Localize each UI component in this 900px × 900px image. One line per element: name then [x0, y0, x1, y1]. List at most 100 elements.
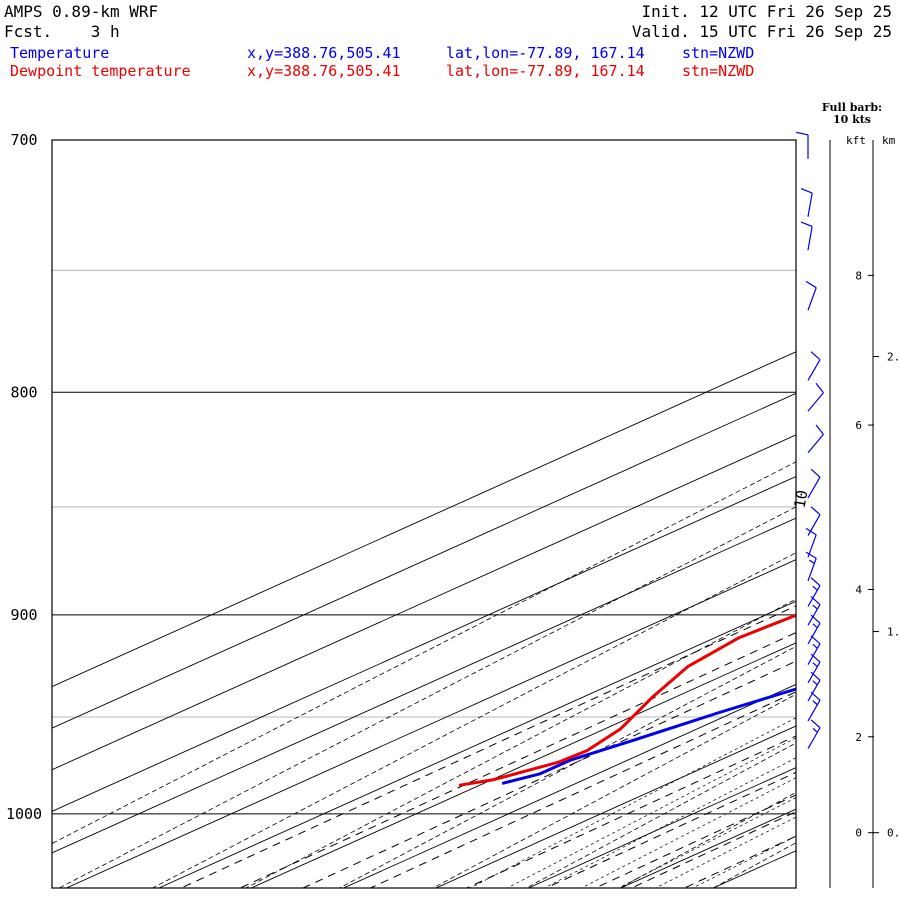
wind-barb-flag-18-0	[810, 719, 821, 729]
isotherm--110	[52, 351, 796, 688]
pressure-tick-label-3: 1000	[6, 805, 42, 823]
moist-adiabat-2	[543, 757, 796, 888]
dry-adiabat-200	[52, 461, 796, 844]
dry-adiabat-210	[58, 506, 796, 888]
dry-adiabat-250	[432, 693, 796, 888]
wind-barb-11	[807, 577, 821, 607]
wind-barb-staff-12	[807, 604, 821, 626]
wind-barb-flag-8-0	[810, 506, 821, 516]
isotherm--30	[343, 683, 796, 888]
wind-barb-flag-9-0	[805, 527, 817, 536]
wind-barb-flag-10-0	[805, 551, 817, 559]
wind-barb-flag-15-0	[810, 653, 821, 663]
kft-tick-label-4: 8	[855, 269, 862, 282]
wind-barb-flag-18-1	[812, 727, 818, 733]
wind-barb-flag-13-0	[810, 614, 821, 624]
legend-temperature-xy: x,y=388.76,505.41	[247, 44, 401, 62]
wind-barb-staff-16	[807, 679, 821, 702]
legend-dewpoint-latlon: lat,lon=-77.89, 167.14	[446, 62, 645, 80]
mixing-ratio-line-1	[239, 632, 796, 888]
wind-barb-flag-4-0	[810, 351, 821, 361]
wind-barb-staff-13	[807, 622, 821, 645]
wind-barb-staff-7	[807, 476, 821, 499]
moist-adiabat-4	[617, 797, 796, 888]
wind-barb-staff-10	[807, 558, 817, 582]
barb-note: Full barb: 10 kts	[812, 102, 892, 126]
wind-barb-staff-11	[807, 585, 821, 607]
isotherm-0	[620, 808, 796, 888]
wind-barb-18	[807, 719, 821, 749]
forecast-hour: Fcst. 3 h	[4, 22, 120, 41]
wind-barb-flag-10-1	[808, 559, 815, 564]
moist-adiabat-1	[506, 737, 796, 888]
isotherm--80	[52, 476, 796, 812]
wind-barb-staff-1	[807, 192, 813, 217]
km-tick-label-0: 0.	[887, 827, 900, 840]
wind-barb-staff-15	[807, 661, 821, 684]
moist-adiabat-3	[580, 777, 796, 888]
wind-barb-flag-3-0	[805, 280, 817, 289]
wind-barb-staff-3	[807, 287, 817, 311]
dry-adiabat-220	[151, 552, 796, 888]
wind-barb-1	[800, 188, 813, 217]
mixing-ratio-line-7	[631, 811, 796, 888]
kft-tick-label-2: 4	[855, 583, 862, 596]
wind-barb-flag-16-0	[810, 671, 821, 681]
wind-barb-staff-5	[807, 392, 824, 412]
isotherm--50	[158, 600, 796, 888]
kft-header: kft	[846, 134, 866, 147]
wind-barb-flag-11-0	[810, 577, 821, 587]
wind-barb-6	[807, 424, 824, 454]
mixing-ratio-line-2	[302, 660, 796, 888]
wind-barb-0	[796, 131, 809, 159]
legend-dewpoint-label: Dewpoint temperature	[10, 62, 191, 80]
kft-tick-label-3: 6	[855, 419, 862, 432]
wind-barb-2	[800, 221, 813, 251]
wind-barb-staff-2	[807, 226, 813, 251]
init-time: Init. 12 UTC Fri 26 Sep 25	[641, 2, 892, 21]
isotherm--40	[251, 642, 796, 888]
wind-barb-staff-4	[807, 359, 821, 381]
valid-time: Valid. 15 UTC Fri 26 Sep 25	[631, 22, 892, 41]
wind-barb-14	[807, 635, 821, 665]
wind-barb-16	[807, 671, 821, 702]
series-line-1	[458, 613, 796, 787]
wind-barb-flag-16-1	[812, 680, 818, 686]
wind-barb-flag-12-1	[812, 604, 818, 610]
model-title: AMPS 0.89-km WRF	[4, 2, 159, 21]
mixing-ratio-line-5	[545, 771, 796, 888]
kft-tick-label-0: 0	[855, 827, 862, 840]
wind-barb-8	[807, 506, 821, 536]
km-tick-label-1: 1.	[887, 626, 900, 639]
wind-barb-flag-1-0	[800, 188, 813, 194]
isotherm--60	[66, 559, 796, 888]
wind-barb-5	[807, 382, 824, 412]
wind-barb-flag-12-0	[810, 596, 821, 605]
legend-temperature-latlon: lat,lon=-77.89, 167.14	[446, 44, 645, 62]
legend-dewpoint-xy: x,y=388.76,505.41	[247, 62, 401, 80]
plot-lines	[52, 269, 796, 888]
wind-barb-13	[807, 614, 821, 645]
km-header: km	[882, 134, 896, 147]
legend-dewpoint-stn: stn=NZWD	[682, 62, 755, 80]
dry-adiabat-260	[525, 742, 796, 888]
wind-barb-4	[807, 351, 821, 381]
wind-barb-staff-18	[807, 727, 821, 749]
wind-barb-flag-11-1	[812, 585, 818, 591]
wind-barb-staff-17	[807, 699, 821, 722]
wind-barb-flag-2-0	[800, 221, 813, 228]
wind-speed-label: 10	[791, 489, 812, 510]
isotherm-10	[713, 850, 796, 888]
wind-barb-flag-17-1	[812, 700, 818, 706]
barb-note-line1: Full barb:	[821, 101, 883, 114]
wind-barb-flag-7-0	[810, 468, 821, 478]
dry-adiabat-230	[245, 598, 796, 888]
legend-temperature-label: Temperature	[10, 44, 110, 62]
isotherm--20	[435, 725, 796, 888]
isotherm--90	[52, 434, 796, 771]
wind-barb-3	[805, 280, 817, 311]
wind-barb-7	[807, 468, 821, 499]
wind-barb-10	[805, 551, 817, 582]
wind-barb-12	[807, 596, 821, 626]
